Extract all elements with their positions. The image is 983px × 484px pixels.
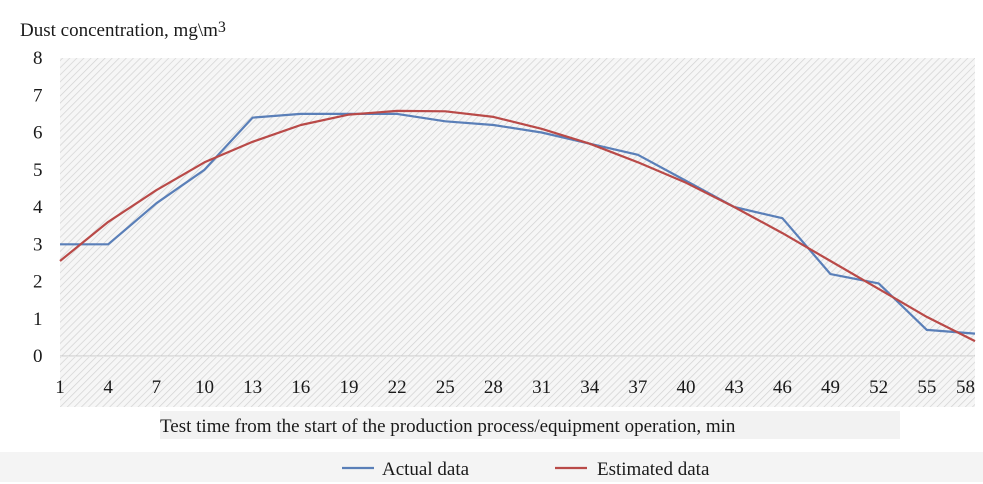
x-axis-band (60, 357, 975, 407)
x-tick-label-25: 25 (436, 377, 455, 398)
y-tick-label-6: 6 (33, 123, 43, 144)
x-tick-label-16: 16 (291, 377, 310, 398)
x-tick-label-46: 46 (773, 377, 792, 398)
legend-label-actual: Actual data (382, 459, 470, 480)
x-tick-label-13: 13 (243, 377, 262, 398)
x-tick-label-1: 1 (55, 377, 65, 398)
x-tick-label-28: 28 (484, 377, 503, 398)
x-tick-label-19: 19 (339, 377, 358, 398)
y-tick-label-8: 8 (33, 48, 43, 69)
y-tick-label-3: 3 (33, 234, 43, 255)
series-line-actual-data (60, 112, 976, 335)
x-tick-label-4: 4 (103, 377, 113, 398)
x-tick-label-22: 22 (388, 377, 407, 398)
y-axis-title: Dust concentration, mg\m3 (20, 19, 226, 41)
x-tick-label-55: 55 (917, 377, 936, 398)
y-tick-label-0: 0 (33, 346, 43, 367)
x-tick-label-49: 49 (821, 377, 840, 398)
y-tick-label-1: 1 (33, 309, 43, 330)
y-tick-label-7: 7 (33, 85, 43, 106)
legend: Actual data Estimated data (342, 459, 710, 480)
plot-area-background (60, 58, 975, 356)
series-line-estimated-data (59, 109, 976, 343)
legend-band (0, 452, 983, 482)
series-lines (59, 109, 976, 343)
x-tick-label-37: 37 (628, 377, 647, 398)
x-axis-tick-labels: 1 4 7 10 13 16 19 22 25 28 31 34 37 40 43 46 49 52 55 58 (55, 377, 975, 398)
x-tick-label-58: 58 (956, 377, 975, 398)
x-axis-title-band (160, 411, 900, 439)
x-tick-label-10: 10 (195, 377, 214, 398)
x-tick-label-52: 52 (869, 377, 888, 398)
x-tick-label-31: 31 (532, 377, 551, 398)
y-tick-label-2: 2 (33, 272, 43, 293)
y-tick-label-5: 5 (33, 160, 43, 181)
y-axis-tick-labels: 0 1 2 3 4 5 6 7 8 (33, 48, 43, 367)
x-tick-label-43: 43 (725, 377, 744, 398)
x-axis-title: Test time from the start of the producti… (160, 416, 736, 437)
legend-label-estimated: Estimated data (597, 459, 710, 480)
y-tick-label-4: 4 (33, 197, 43, 218)
x-tick-label-40: 40 (677, 377, 696, 398)
x-tick-label-7: 7 (152, 377, 162, 398)
x-tick-label-34: 34 (580, 377, 600, 398)
